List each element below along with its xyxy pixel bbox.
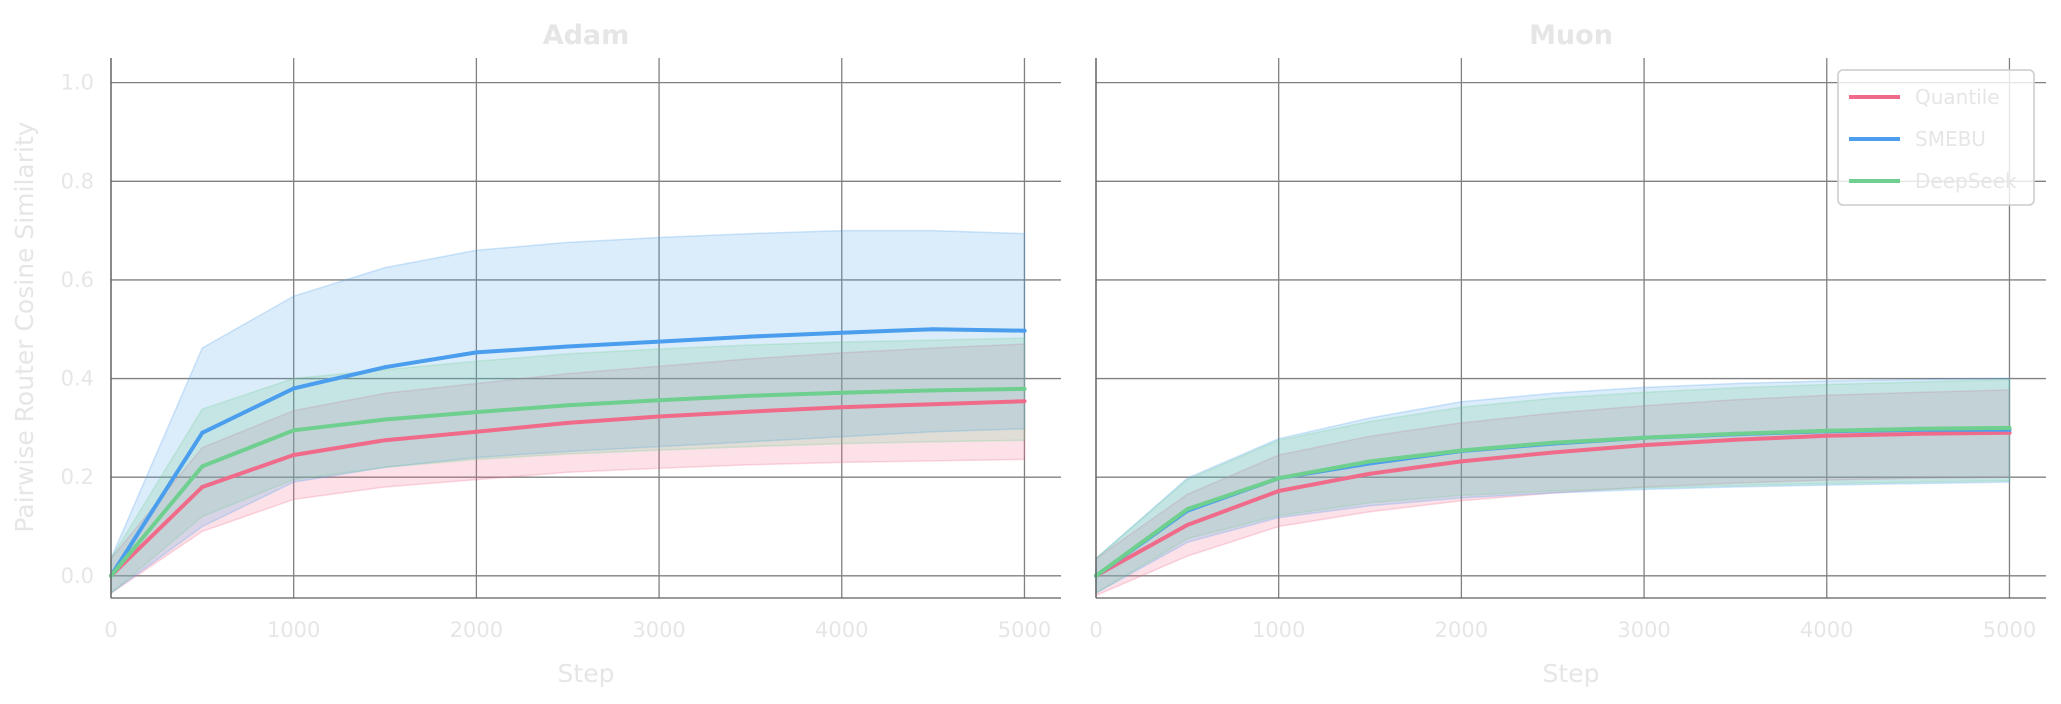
legend-item-deepseek: DeepSeek	[1849, 169, 2017, 193]
adam-point-deepseek	[931, 388, 936, 393]
muon-point-deepseek	[1368, 459, 1373, 464]
adam-point-smebu	[839, 330, 844, 335]
adam-point-deepseek	[657, 398, 662, 403]
muon-band-quantile	[1095, 389, 2011, 597]
muon-bands	[1095, 377, 2011, 597]
adam-point-smebu	[383, 365, 388, 370]
muon-point-quantile	[1642, 443, 1647, 448]
y-axis-label: Pairwise Router Cosine Similarity	[10, 121, 39, 532]
adam-point-quantile	[200, 485, 205, 490]
adam-xtick-label: 4000	[815, 618, 868, 642]
muon-xtick-label: 1000	[1252, 618, 1305, 642]
muon-lines	[1094, 425, 2012, 578]
adam-point-quantile	[474, 429, 479, 434]
adam-point-smebu	[474, 350, 479, 355]
muon-point-deepseek	[1824, 428, 1829, 433]
muon-xtick-label: 2000	[1435, 618, 1488, 642]
adam-point-smebu	[1022, 328, 1027, 333]
adam-point-smebu	[291, 386, 296, 391]
legend: Quantile SMEBU DeepSeek	[1837, 69, 2035, 206]
legend-frame	[1837, 69, 2035, 206]
adam-ytick-label: 1.0	[61, 71, 94, 95]
adam-point-smebu	[657, 339, 662, 344]
muon-point-deepseek	[2007, 425, 2012, 430]
muon-point-deepseek	[1185, 507, 1190, 512]
adam-point-quantile	[1022, 399, 1027, 404]
adam-point-deepseek	[291, 428, 296, 433]
adam-point-quantile	[291, 452, 296, 457]
adam-xtick-label: 3000	[632, 618, 685, 642]
adam-point-deepseek	[474, 410, 479, 415]
adam-xtick-label: 5000	[998, 618, 1051, 642]
adam-x-axis-label: Step	[558, 659, 615, 688]
muon-band-deepseek	[1095, 378, 2011, 595]
muon-point-quantile	[1276, 488, 1281, 493]
panel-muon: Muon 0 1000 2000 3000 4000 5000 Step	[1089, 20, 2046, 688]
adam-ytick-label: 0.4	[61, 367, 94, 391]
adam-xtick-label: 0	[104, 618, 117, 642]
muon-point-deepseek	[1733, 431, 1738, 436]
adam-point-quantile	[748, 409, 753, 414]
adam-point-quantile	[383, 438, 388, 443]
muon-point-deepseek	[1916, 426, 1921, 431]
adam-band-deepseek	[110, 337, 1026, 595]
legend-label-quantile: Quantile	[1915, 85, 2000, 109]
adam-point-quantile	[839, 405, 844, 410]
adam-xtick-label: 1000	[267, 618, 320, 642]
legend-label-smebu: SMEBU	[1915, 127, 1986, 151]
muon-point-quantile	[1459, 459, 1464, 464]
muon-point-quantile	[1824, 433, 1829, 438]
adam-bands	[110, 229, 1026, 595]
legend-label-deepseek: DeepSeek	[1915, 169, 2017, 193]
panel-adam: Adam 0.0 0.2 0.4 0.6 0.8 1.0 0 1000 2000 3000 4000 5…	[61, 20, 1061, 688]
adam-point-deepseek	[839, 390, 844, 395]
adam-ytick-label: 0.2	[61, 465, 94, 489]
muon-point-deepseek	[1642, 435, 1647, 440]
muon-xtick-label: 3000	[1617, 618, 1670, 642]
muon-point-quantile	[1368, 471, 1373, 476]
muon-point-deepseek	[1550, 440, 1555, 445]
adam-point-quantile	[657, 414, 662, 419]
adam-point-quantile	[931, 402, 936, 407]
muon-xtick-label: 5000	[1983, 618, 2036, 642]
legend-item-quantile: Quantile	[1849, 85, 2000, 109]
muon-point-quantile	[1916, 431, 1921, 436]
muon-point-quantile	[1185, 523, 1190, 528]
muon-point-deepseek	[1276, 476, 1281, 481]
adam-ytick-label: 0.0	[61, 564, 94, 588]
adam-point-smebu	[931, 327, 936, 332]
adam-point-smebu	[200, 430, 205, 435]
muon-x-axis-label: Step	[1543, 659, 1600, 688]
adam-ytick-label: 0.6	[61, 268, 94, 292]
adam-band-smebu	[110, 229, 1026, 595]
muon-point-quantile	[1550, 450, 1555, 455]
adam-ytick-label: 0.8	[61, 169, 94, 193]
adam-point-deepseek	[565, 403, 570, 408]
adam-point-deepseek	[1022, 386, 1027, 391]
adam-point-deepseek	[200, 464, 205, 469]
adam-title: Adam	[543, 20, 630, 51]
adam-band-quantile	[110, 343, 1026, 595]
adam-point-quantile	[565, 420, 570, 425]
muon-xtick-label: 4000	[1800, 618, 1853, 642]
muon-title: Muon	[1529, 20, 1613, 51]
adam-point-smebu	[748, 334, 753, 339]
adam-point-deepseek	[383, 417, 388, 422]
adam-xtick-label: 2000	[450, 618, 503, 642]
adam-lines	[109, 327, 1027, 578]
legend-item-smebu: SMEBU	[1849, 127, 1986, 151]
muon-point-deepseek	[1459, 448, 1464, 453]
adam-point-smebu	[565, 344, 570, 349]
muon-point-quantile	[1733, 437, 1738, 442]
adam-grid	[110, 58, 1061, 598]
muon-xtick-label: 0	[1089, 618, 1102, 642]
adam-point-deepseek	[748, 393, 753, 398]
